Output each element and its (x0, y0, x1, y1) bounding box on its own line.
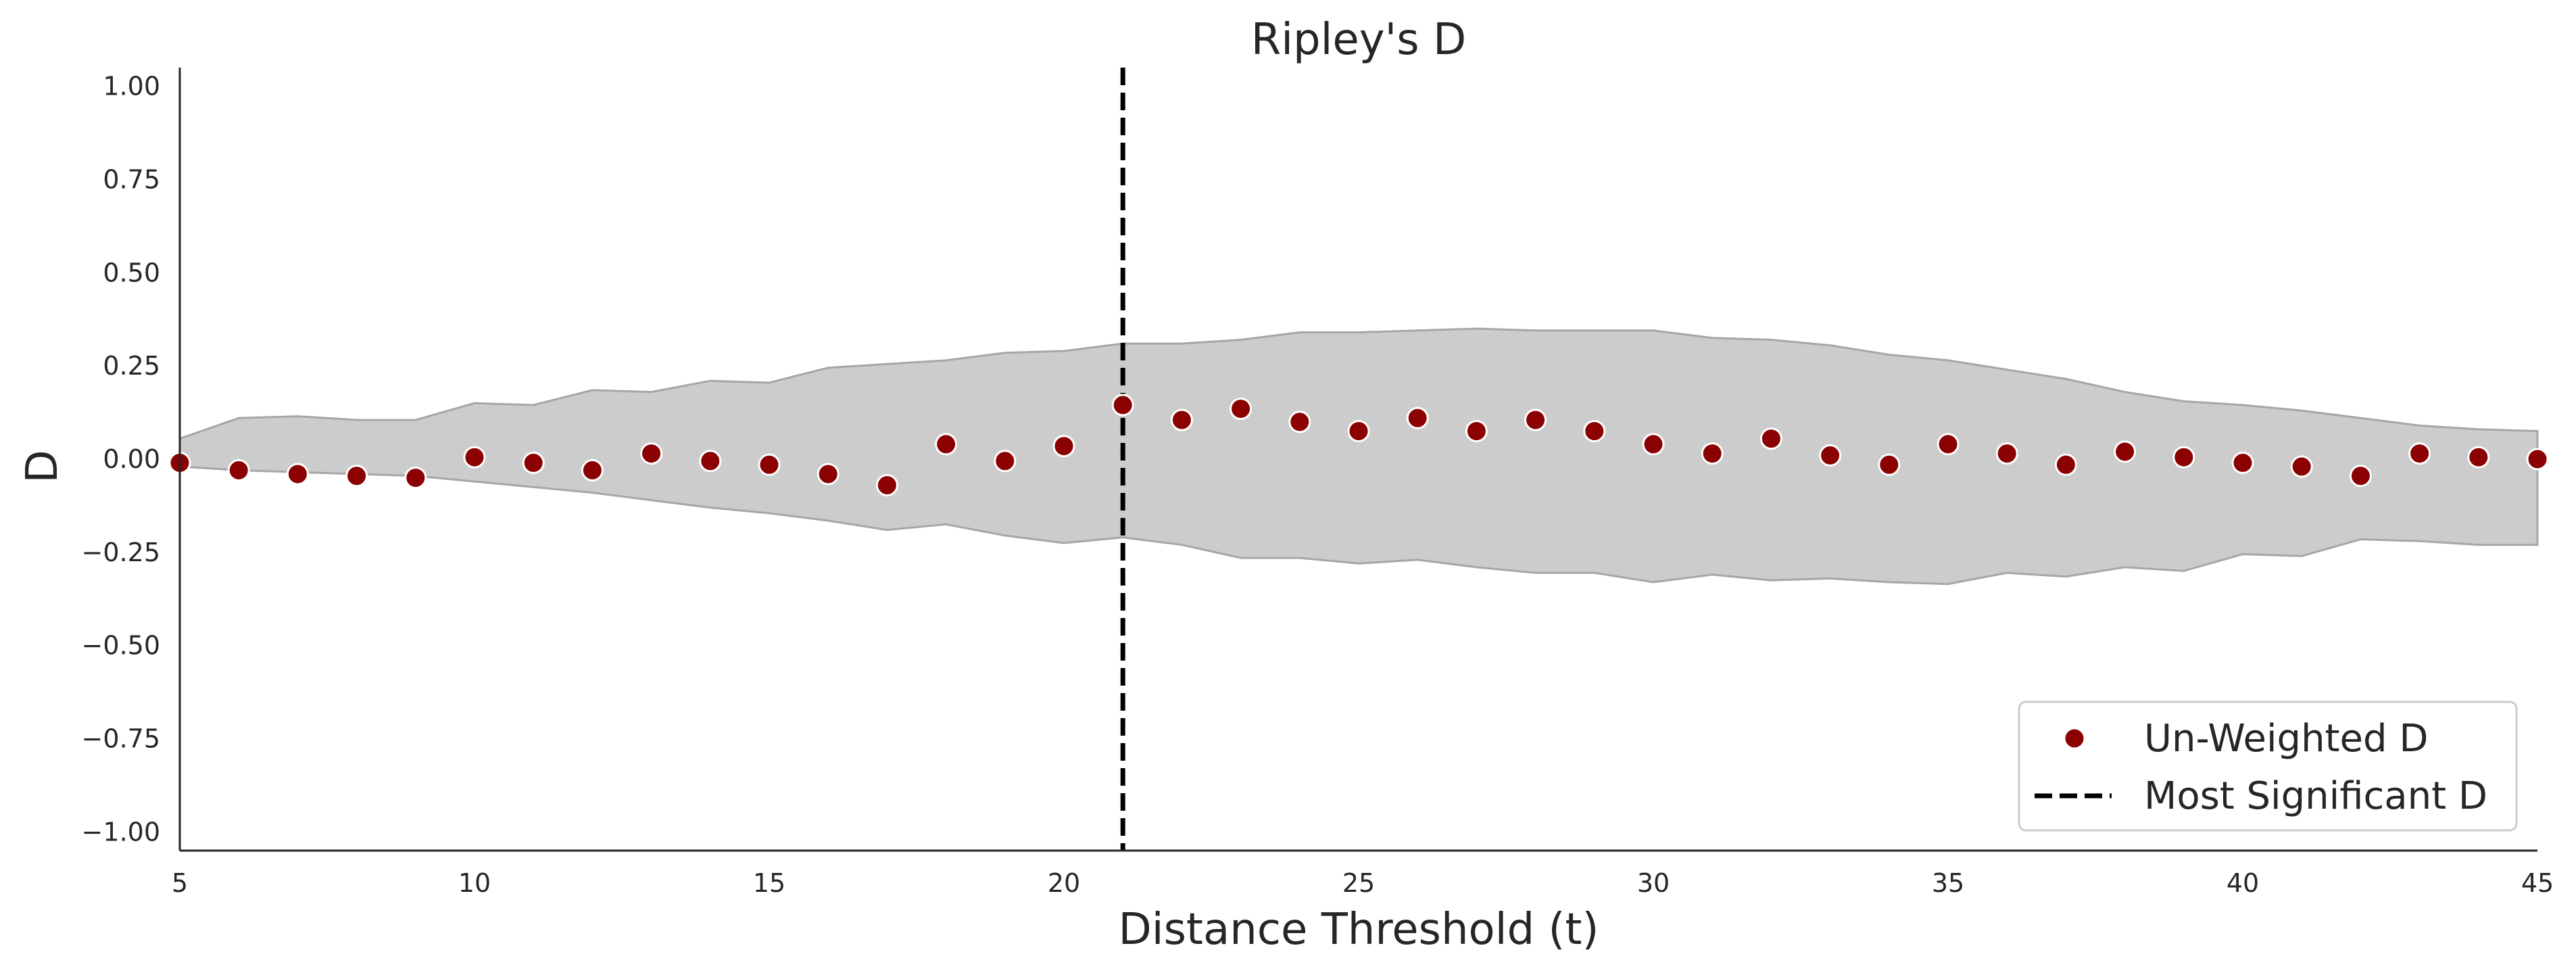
data-point (345, 465, 368, 488)
data-point (2349, 465, 2372, 488)
confidence-envelope-layer (178, 327, 2539, 586)
legend-marker-points (2063, 727, 2086, 750)
y-tick-label: −0.50 (82, 631, 160, 661)
data-point (1406, 406, 1429, 429)
y-tick-label: −1.00 (82, 817, 160, 847)
data-point (522, 452, 545, 474)
data-point (1288, 410, 1311, 433)
data-point (699, 450, 722, 473)
data-point (2054, 453, 2077, 476)
legend: Un-Weighted D Most Significant D (2018, 701, 2518, 832)
data-point (1937, 433, 1960, 456)
confidence-envelope (178, 327, 2539, 586)
data-point (2114, 440, 2137, 463)
x-tick-label: 10 (458, 868, 491, 898)
chart-title: Ripley's D (1251, 15, 1466, 65)
data-point (227, 459, 250, 481)
data-point (935, 433, 958, 456)
y-tick-label: 0.50 (103, 258, 160, 287)
data-point (1230, 398, 1253, 421)
data-point (1819, 444, 1842, 467)
x-tick-label: 45 (2521, 868, 2554, 898)
axes-layer (178, 68, 2537, 852)
data-point (2467, 446, 2490, 469)
data-point (1170, 408, 1193, 431)
y-tick-label: 0.00 (103, 444, 160, 474)
x-tick-label: 40 (2227, 868, 2259, 898)
x-axis-title: Distance Threshold (t) (1119, 905, 1599, 955)
legend-label-line: Most Significant D (2144, 774, 2487, 818)
data-point (1111, 394, 1134, 417)
data-point (2526, 448, 2549, 471)
data-point (286, 462, 309, 485)
data-point (1524, 408, 1547, 431)
data-point (1347, 420, 1370, 443)
data-point (1052, 435, 1075, 458)
x-tick-label: 5 (172, 868, 188, 898)
data-point (1701, 442, 1724, 465)
data-point (758, 453, 781, 476)
data-point (640, 442, 663, 465)
data-point (1583, 420, 1606, 443)
data-point (1759, 427, 1782, 450)
x-tick-label: 20 (1048, 868, 1080, 898)
data-point (2290, 455, 2313, 478)
x-tick-label: 15 (753, 868, 785, 898)
x-tick-label: 30 (1637, 868, 1670, 898)
x-tick-labels: 5 10 15 20 25 30 35 40 45 (172, 868, 2554, 898)
data-point (404, 467, 427, 490)
data-point (1465, 420, 1488, 443)
y-tick-labels: 1.00 0.75 0.50 0.25 0.00 −0.25 −0.50 −0.75 −1.00 (82, 72, 160, 847)
y-tick-label: 1.00 (103, 72, 160, 101)
data-point (1878, 453, 1901, 476)
data-point (875, 474, 898, 497)
data-point (817, 462, 840, 485)
y-tick-label: 0.75 (103, 164, 160, 194)
x-tick-label: 25 (1342, 868, 1375, 898)
y-tick-label: 0.25 (103, 351, 160, 381)
y-tick-label: −0.75 (82, 724, 160, 754)
data-point (463, 446, 486, 469)
legend-label-points: Un-Weighted D (2144, 717, 2428, 761)
legend-frame (2018, 701, 2518, 832)
data-point (2231, 452, 2254, 474)
data-point (994, 450, 1017, 473)
data-point (581, 459, 604, 481)
data-point (1642, 433, 1665, 456)
x-tick-label: 35 (1932, 868, 1964, 898)
data-point (2408, 442, 2431, 465)
data-point (1995, 442, 2018, 465)
y-axis-title: D (18, 450, 68, 483)
data-points-layer (168, 394, 2549, 497)
data-point (2172, 446, 2195, 469)
y-tick-label: −0.25 (82, 538, 160, 567)
